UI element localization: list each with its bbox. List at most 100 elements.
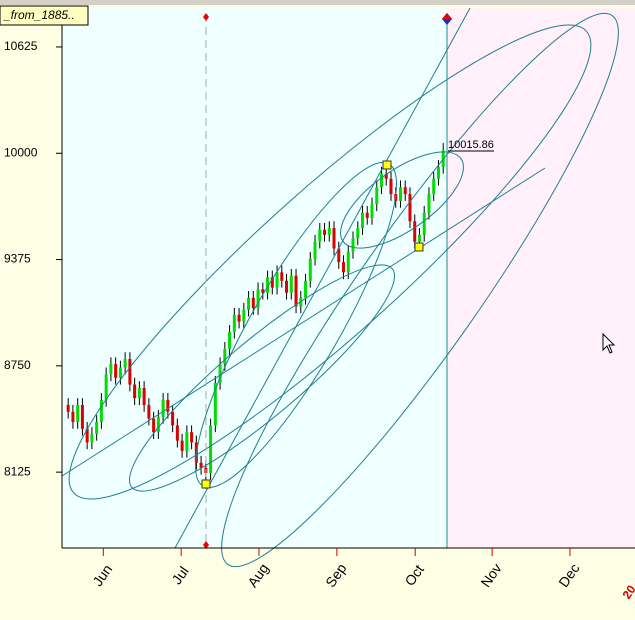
y-tick-label: 10625 xyxy=(4,39,38,53)
candle-body xyxy=(247,297,251,310)
candle-body xyxy=(436,166,440,179)
candle-body xyxy=(171,411,175,426)
candle-body xyxy=(223,348,227,365)
trend-line xyxy=(61,167,546,477)
tab[interactable] xyxy=(0,5,89,26)
candle-body xyxy=(389,178,393,195)
candle-body xyxy=(289,275,293,293)
candle-body xyxy=(379,173,383,188)
pivot-marker xyxy=(201,479,211,489)
candle-body xyxy=(356,228,360,239)
candle-body xyxy=(417,234,421,242)
candle-body xyxy=(427,194,431,213)
candle-body xyxy=(114,364,118,378)
candle-body xyxy=(346,251,350,273)
candle-body xyxy=(185,432,189,451)
outer-ellipse xyxy=(68,24,592,500)
candle-body xyxy=(76,404,80,422)
y-tick-label: 10000 xyxy=(4,145,38,159)
price-label: 10015.86 xyxy=(448,139,494,151)
candle-body xyxy=(152,418,156,433)
candle-body xyxy=(413,221,417,242)
candle-body xyxy=(237,314,241,322)
candle-body xyxy=(128,359,132,385)
future-region xyxy=(447,8,635,548)
candle-body xyxy=(261,289,265,293)
ellipse xyxy=(129,264,395,492)
candle-body xyxy=(432,178,436,195)
candle-body xyxy=(232,314,236,332)
y-tick-label: 9375 xyxy=(4,252,31,266)
drawing-tools xyxy=(61,7,619,568)
toolbar xyxy=(0,0,635,5)
candle-body xyxy=(218,364,222,383)
candle-body xyxy=(361,212,365,229)
candle-body xyxy=(304,280,308,298)
candle-body xyxy=(156,416,160,433)
candle-body xyxy=(299,297,303,307)
candle-body xyxy=(209,425,213,473)
cut-label: 20 xyxy=(620,582,635,601)
ellipse xyxy=(221,12,619,568)
diamond xyxy=(442,13,452,19)
candle-body xyxy=(308,258,312,281)
candle-body xyxy=(66,404,70,412)
candle-body xyxy=(95,421,99,434)
tab-label[interactable]: _from_1885.. xyxy=(3,8,75,22)
candle-body xyxy=(99,399,103,422)
candle-body xyxy=(175,425,179,441)
trend-line xyxy=(174,7,471,549)
candle-body xyxy=(256,289,260,309)
candle-body xyxy=(266,277,270,293)
candle-body xyxy=(323,229,327,235)
candle-body xyxy=(370,204,374,218)
candle-body xyxy=(213,382,217,426)
candle-body xyxy=(408,194,412,222)
candle-body xyxy=(313,241,317,259)
candle-body xyxy=(275,272,279,288)
candle-body xyxy=(104,374,108,400)
candle-body xyxy=(327,228,331,235)
candle-body xyxy=(190,432,194,443)
candle-body xyxy=(109,364,113,375)
candle-body xyxy=(270,277,274,288)
candle-body xyxy=(133,384,137,399)
candle-body xyxy=(147,404,151,419)
candle-body xyxy=(365,212,369,218)
candle-body xyxy=(332,228,336,249)
pivot-marker xyxy=(382,160,392,170)
candle-body xyxy=(318,229,322,242)
candle-body xyxy=(242,309,246,322)
candle-body xyxy=(85,428,89,443)
candle-body xyxy=(294,275,298,307)
candle-body xyxy=(166,399,170,412)
candle-body xyxy=(71,411,75,422)
candle-body xyxy=(118,367,122,378)
candle-body xyxy=(342,262,346,273)
y-tick-label: 8125 xyxy=(4,464,31,478)
candle-body xyxy=(80,404,84,429)
candle-body xyxy=(123,359,127,368)
candle-body xyxy=(251,297,255,309)
candle-body xyxy=(228,331,232,349)
candle-body xyxy=(398,187,402,201)
candle-body xyxy=(280,272,284,281)
candle-body xyxy=(351,238,355,252)
candle-body xyxy=(90,433,94,443)
cursor xyxy=(602,332,616,354)
candle-body xyxy=(142,387,146,405)
candle-body xyxy=(422,212,426,235)
diamond xyxy=(203,541,209,549)
candle-body xyxy=(180,440,184,451)
candle-body xyxy=(403,187,407,195)
candle-body xyxy=(337,248,341,263)
candle-body xyxy=(161,399,165,417)
candle-body xyxy=(375,187,379,205)
candle-body xyxy=(137,387,141,399)
candle-body xyxy=(285,280,289,293)
diamond xyxy=(203,13,209,21)
y-tick-label: 8750 xyxy=(4,358,31,372)
pivot-marker xyxy=(414,242,424,252)
